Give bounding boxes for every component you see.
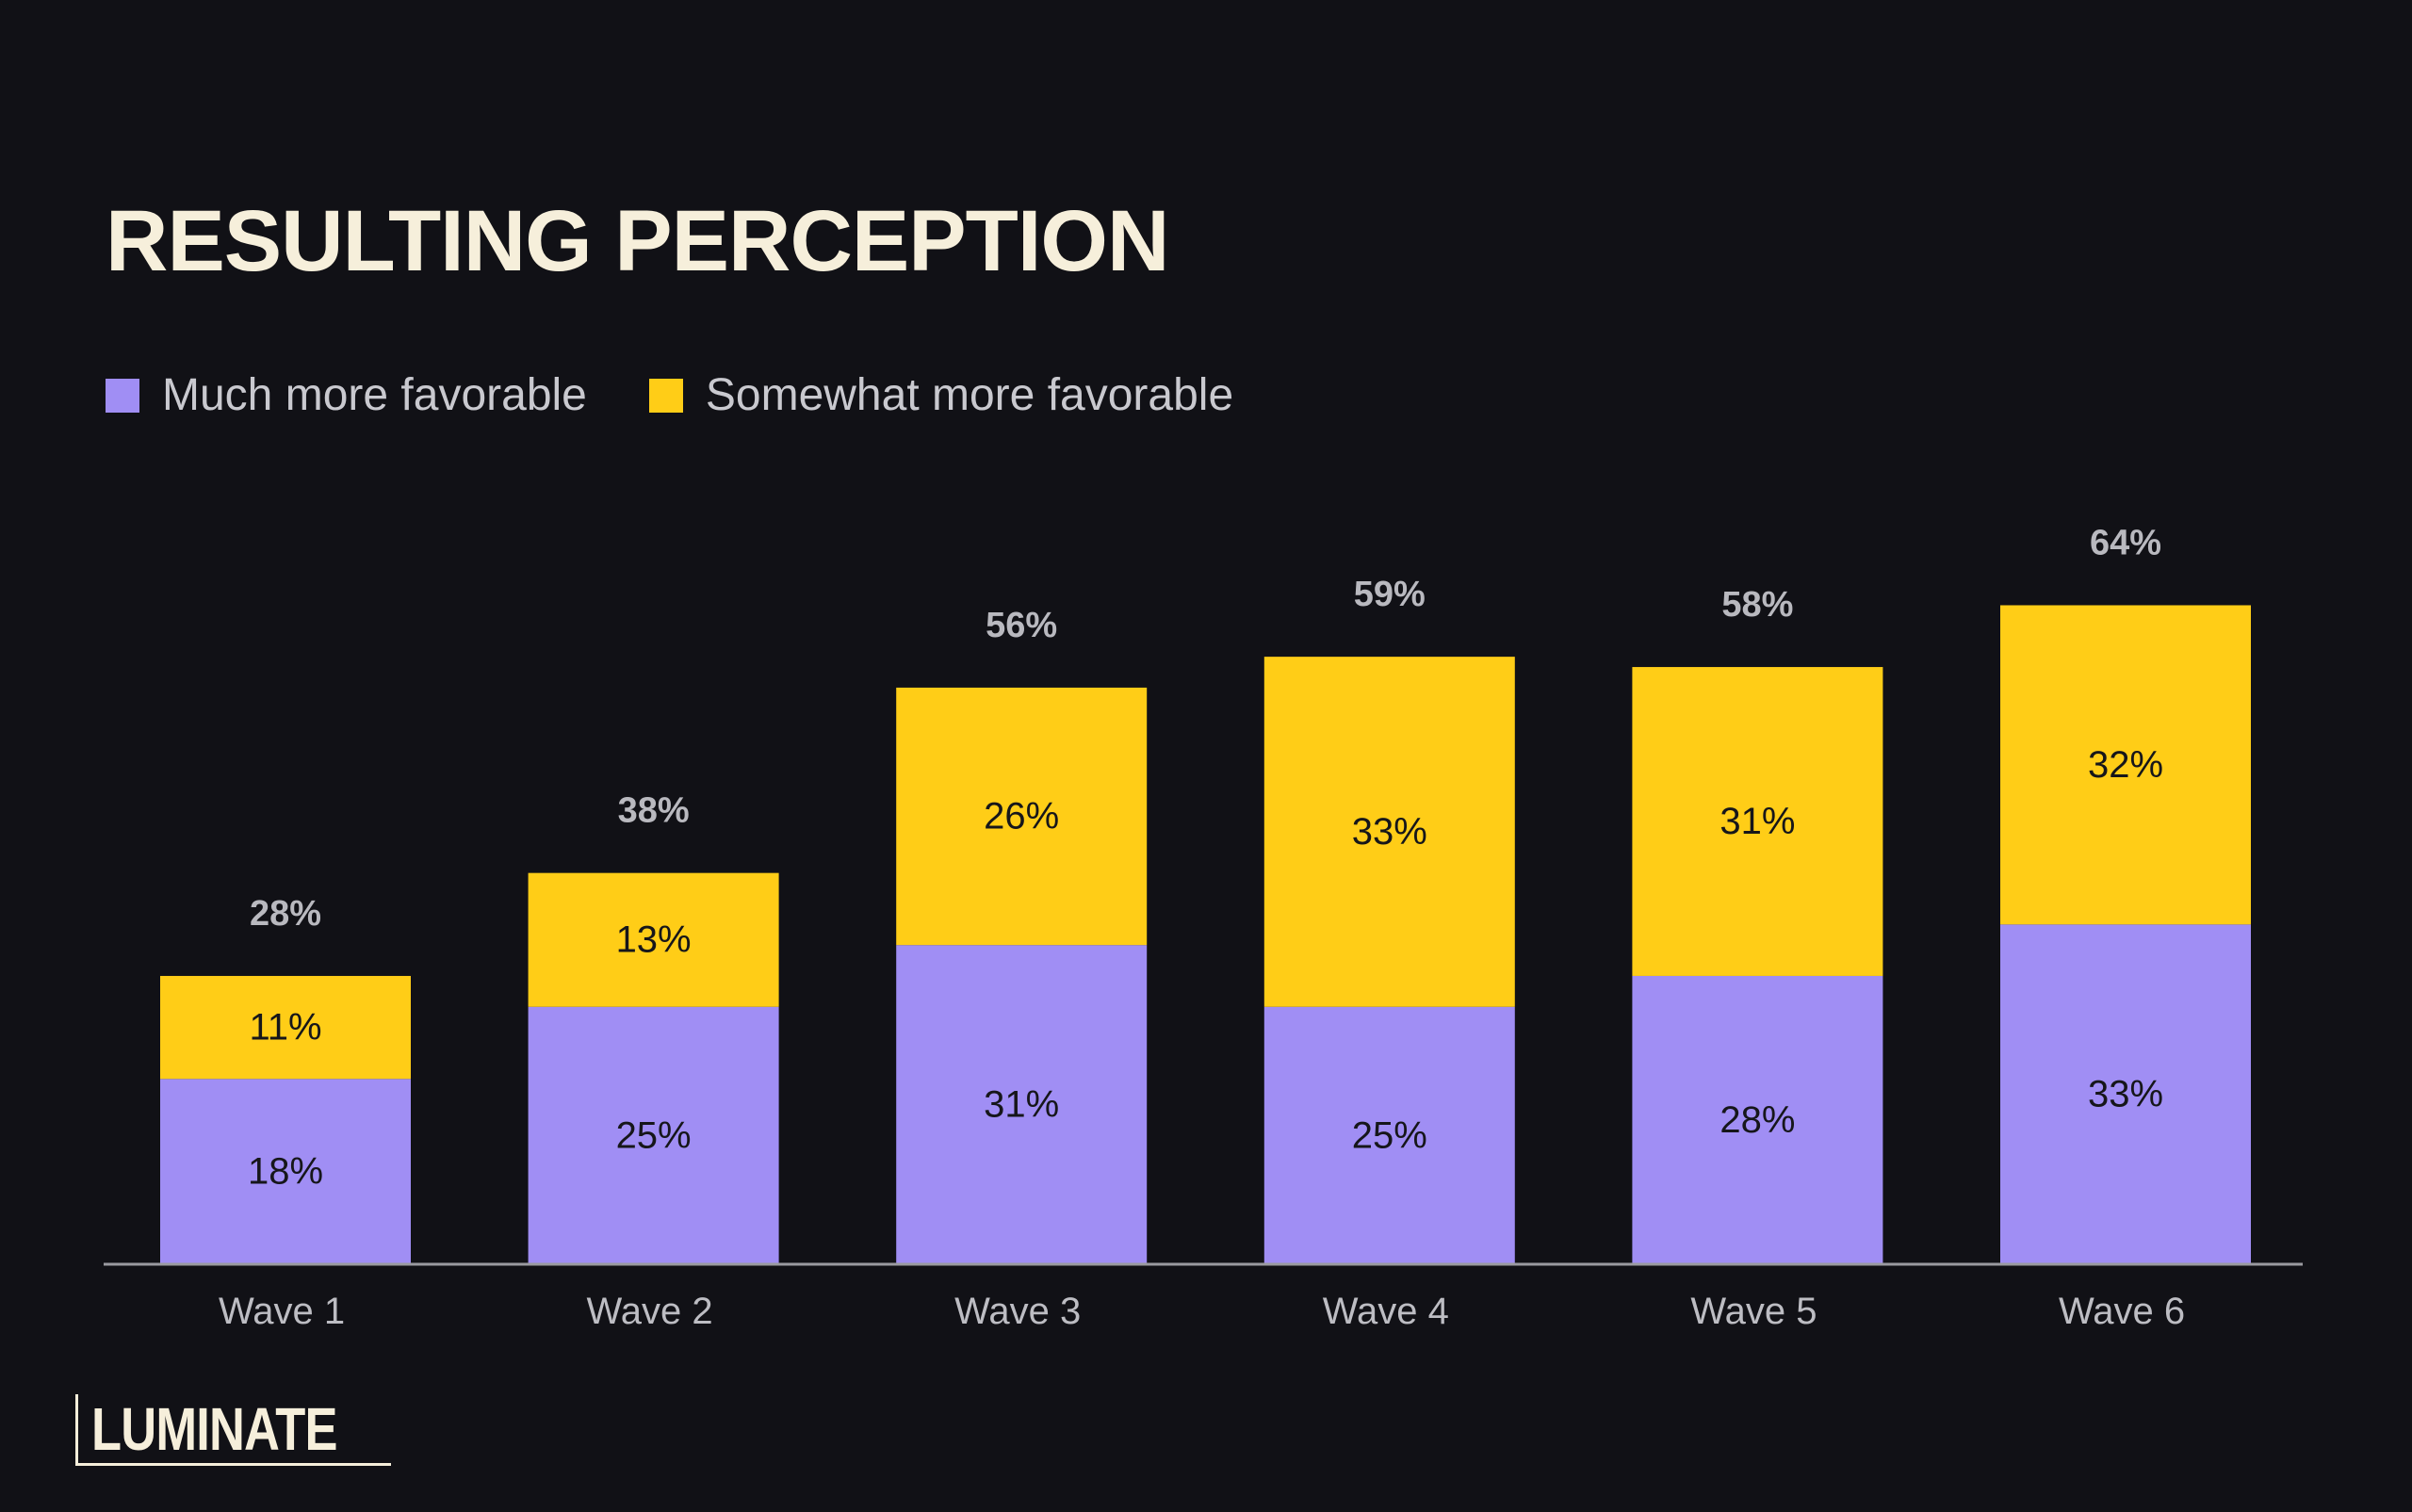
segment-label-somewhat-wave-1: 11%	[249, 1007, 321, 1049]
bar-somewhat-more-favorable-wave-2	[528, 872, 779, 1007]
x-tick-label-wave-2: Wave 2	[587, 1291, 713, 1332]
legend-label-somewhat-more-favorable: Somewhat more favorable	[705, 370, 1234, 420]
segment-label-somewhat-wave-3: 26%	[984, 796, 1059, 837]
legend-swatch-much-more-favorable	[106, 378, 139, 413]
x-tick-label-wave-6: Wave 6	[2059, 1291, 2185, 1332]
total-label-wave-3: 56%	[986, 606, 1057, 645]
bar-somewhat-more-favorable-wave-1	[160, 975, 411, 1080]
legend: Much more favorable Somewhat more favora…	[106, 369, 1296, 421]
bar-somewhat-more-favorable-wave-5	[1632, 667, 1883, 976]
legend-item-much-more-favorable: Much more favorable	[106, 369, 587, 421]
segment-label-much-wave-3: 31%	[984, 1084, 1059, 1126]
total-label-wave-5: 58%	[1721, 585, 1793, 625]
legend-item-somewhat-more-favorable: Somewhat more favorable	[648, 369, 1234, 421]
bar-much-more-favorable-wave-6	[2000, 924, 2251, 1264]
bar-somewhat-more-favorable-wave-4	[1263, 657, 1515, 1007]
luminate-logo: LUMINATE	[75, 1394, 391, 1466]
x-tick-label-wave-5: Wave 5	[1690, 1291, 1817, 1332]
total-label-wave-2: 38%	[618, 791, 690, 831]
x-tick-label-wave-1: Wave 1	[219, 1291, 345, 1332]
bar-much-more-favorable-wave-2	[528, 1006, 779, 1264]
bar-somewhat-more-favorable-wave-6	[2000, 605, 2251, 925]
segment-label-somewhat-wave-6: 32%	[2088, 744, 2163, 786]
bar-somewhat-more-favorable-wave-3	[896, 687, 1148, 946]
segment-label-somewhat-wave-5: 31%	[1719, 801, 1795, 842]
luminate-logo-text: LUMINATE	[91, 1395, 337, 1463]
segment-label-somewhat-wave-2: 13%	[616, 919, 692, 961]
legend-label-much-more-favorable: Much more favorable	[162, 370, 587, 420]
segment-label-much-wave-6: 33%	[2088, 1074, 2163, 1115]
bar-much-more-favorable-wave-1	[160, 1079, 411, 1264]
chart-title: RESULTING PERCEPTION	[106, 193, 1169, 289]
segment-label-much-wave-1: 18%	[248, 1151, 323, 1193]
segment-label-much-wave-2: 25%	[616, 1114, 692, 1156]
x-tick-label-wave-3: Wave 3	[954, 1291, 1081, 1332]
bar-much-more-favorable-wave-5	[1632, 975, 1883, 1264]
total-label-wave-6: 64%	[2090, 523, 2161, 562]
legend-swatch-somewhat-more-favorable	[648, 378, 683, 413]
bar-much-more-favorable-wave-3	[896, 945, 1148, 1264]
x-tick-label-wave-4: Wave 4	[1323, 1291, 1449, 1332]
segment-label-somewhat-wave-4: 33%	[1352, 811, 1427, 853]
segment-label-much-wave-5: 28%	[1719, 1099, 1795, 1141]
bar-much-more-favorable-wave-4	[1263, 1006, 1515, 1264]
segment-label-much-wave-4: 25%	[1352, 1114, 1427, 1156]
total-label-wave-1: 28%	[250, 894, 321, 934]
total-label-wave-4: 59%	[1354, 575, 1426, 614]
